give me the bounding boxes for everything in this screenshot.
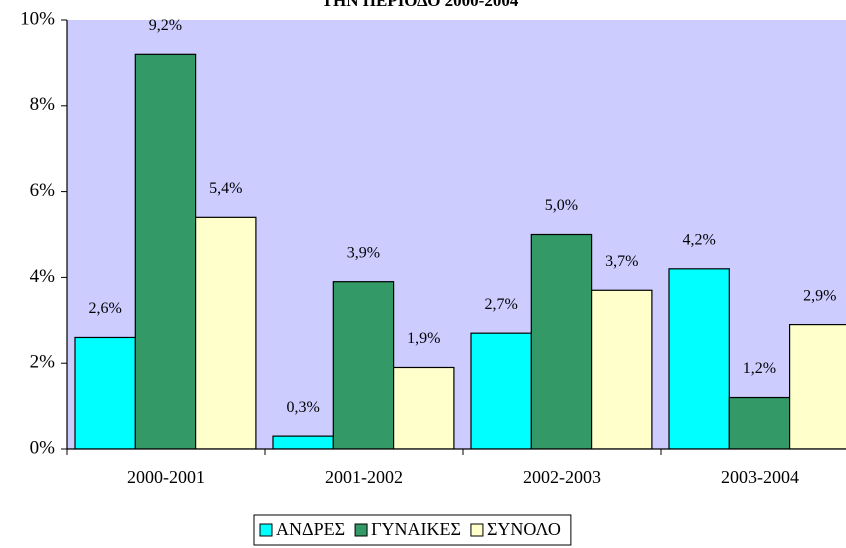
y-tick-label: 0% — [30, 437, 56, 458]
data-label: 9,2% — [149, 17, 182, 34]
chart-title: ΤΗΝ ΠΕΡΙΟΔΟ 2000-2004 — [322, 0, 519, 10]
bar — [272, 435, 334, 449]
legend-box — [253, 514, 572, 546]
x-tick-label: 2003-2004 — [721, 467, 799, 487]
legend-label: ΓΥΝΑΙΚΕΣ — [371, 519, 461, 539]
legend-swatch — [259, 523, 273, 537]
data-label: 2,6% — [88, 300, 121, 317]
bar — [393, 366, 455, 449]
data-label: 3,7% — [605, 253, 638, 270]
legend-swatch — [354, 523, 368, 537]
y-tick-label: 6% — [30, 180, 56, 201]
bar — [530, 233, 593, 449]
data-label: 3,9% — [347, 244, 380, 261]
data-label: 2,9% — [803, 287, 836, 304]
y-tick-label: 2% — [30, 352, 56, 373]
x-tick-label: 2000-2001 — [127, 467, 205, 487]
legend-label: ΑΝΔΡΕΣ — [276, 519, 345, 539]
bar — [195, 216, 257, 449]
bar — [332, 281, 395, 449]
y-tick-label: 10% — [20, 8, 55, 29]
data-label: 1,2% — [743, 360, 776, 377]
data-label: 5,0% — [545, 197, 578, 214]
bar — [590, 289, 653, 449]
data-label: 0,3% — [286, 399, 319, 416]
bar — [74, 336, 136, 449]
y-tick-label: 4% — [30, 266, 56, 287]
bar — [668, 268, 730, 449]
data-label: 2,7% — [484, 296, 517, 313]
y-tick-label: 8% — [30, 94, 56, 115]
bar — [134, 53, 197, 449]
data-label: 1,9% — [407, 330, 440, 347]
legend-swatch — [470, 523, 484, 537]
bar — [728, 396, 791, 449]
x-tick-label: 2002-2003 — [523, 467, 601, 487]
x-tick-label: 2001-2002 — [325, 467, 403, 487]
bars — [74, 53, 846, 449]
legend-label: ΣΥΝΟΛΟ — [487, 519, 561, 539]
bar — [788, 323, 846, 449]
legend: ΑΝΔΡΕΣ ΓΥΝΑΙΚΕΣ ΣΥΝΟΛΟ — [253, 514, 572, 546]
data-label: 4,2% — [682, 231, 715, 248]
data-label: 5,4% — [209, 180, 242, 197]
bar — [470, 332, 532, 449]
